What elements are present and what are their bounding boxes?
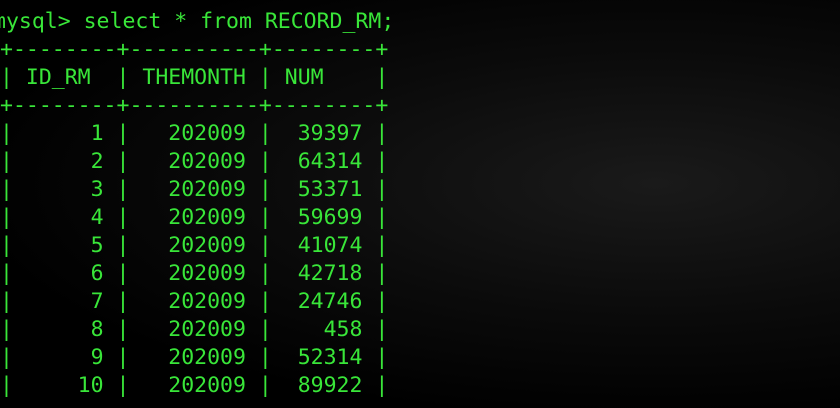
table-row: | 4 | 202009 | 59699 | [0,205,389,230]
table-row: | 8 | 202009 | 458 | [0,317,389,342]
command-line: mysql> select * from RECORD_RM; [0,8,394,36]
table-header-row: | ID_RM | THEMONTH | NUM | [0,65,389,90]
table-row: | 2 | 202009 | 64314 | [0,149,389,174]
table-row: | 10 | 202009 | 89922 | [0,373,389,398]
table-row: | 7 | 202009 | 24746 | [0,289,389,314]
table-row: | 9 | 202009 | 52314 | [0,345,389,370]
table-row: | 3 | 202009 | 53371 | [0,177,389,202]
table-row: | 6 | 202009 | 42718 | [0,261,389,286]
table-row: | 5 | 202009 | 41074 | [0,233,389,258]
table-border-header: +--------+----------+--------+ [0,93,389,118]
sql-command: select * from RECORD_RM; [83,9,395,34]
mysql-prompt: mysql> [0,9,84,34]
table-row: | 1 | 202009 | 39397 | [0,121,389,146]
table-border-top: +--------+----------+--------+ [0,37,389,62]
